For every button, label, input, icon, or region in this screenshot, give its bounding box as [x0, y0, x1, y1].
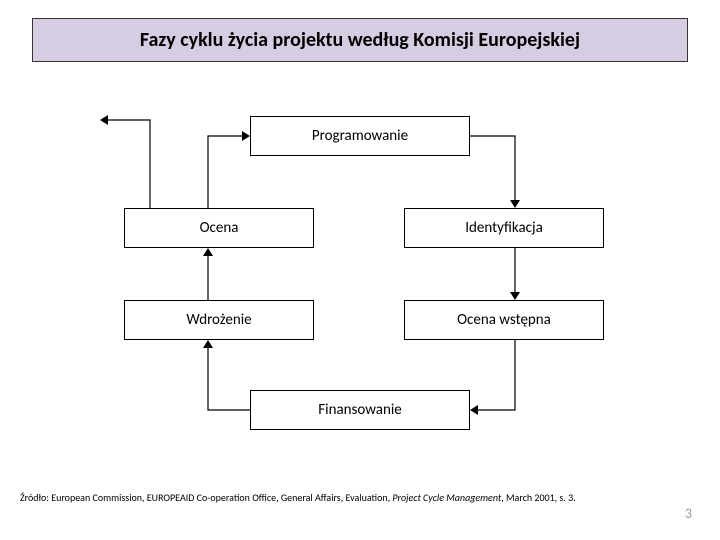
- node-identyfikacja: Identyfikacja: [404, 208, 604, 248]
- source-italic: Project Cycle Management: [392, 491, 501, 504]
- source-prefix: Źródło: European Commission, EUROPEAID C…: [20, 491, 392, 504]
- page-title: Fazy cyklu życia projektu według Komisji…: [140, 28, 580, 52]
- node-label: Identyfikacja: [465, 219, 543, 237]
- node-label: Ocena: [200, 219, 239, 237]
- source-citation: Źródło: European Commission, EUROPEAID C…: [20, 491, 576, 504]
- node-wdrozenie: Wdrożenie: [124, 300, 314, 340]
- node-label: Programowanie: [312, 127, 408, 145]
- page-number: 3: [685, 505, 692, 522]
- node-ocena: Ocena: [124, 208, 314, 248]
- node-label: Wdrożenie: [186, 311, 251, 329]
- node-label: Finansowanie: [318, 401, 402, 419]
- source-suffix: , March 2001, s. 3.: [501, 491, 576, 504]
- node-finansowanie: Finansowanie: [250, 390, 470, 430]
- node-programowanie: Programowanie: [250, 116, 470, 156]
- title-bar: Fazy cyklu życia projektu według Komisji…: [32, 18, 688, 62]
- node-label: Ocena wstępna: [457, 311, 551, 329]
- node-ocena-wstepna: Ocena wstępna: [404, 300, 604, 340]
- cycle-diagram: Programowanie Ocena Identyfikacja Wdroże…: [0, 80, 720, 460]
